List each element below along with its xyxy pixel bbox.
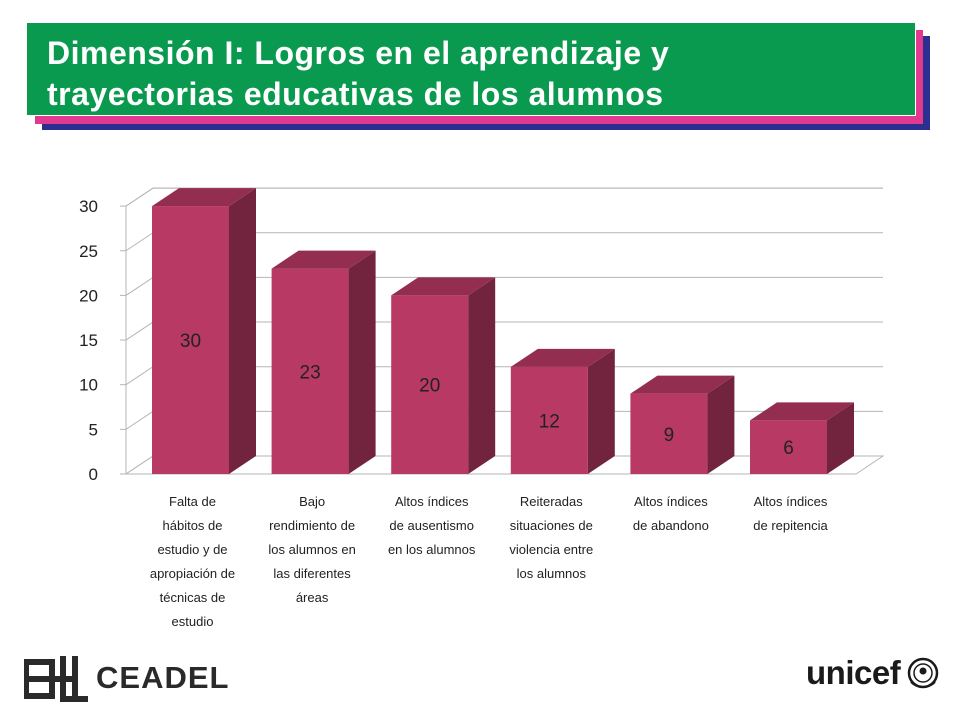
bar-top: [152, 188, 256, 207]
y-tick-label: 30: [79, 197, 98, 216]
bar-front: [152, 206, 229, 474]
x-category-label-line: las diferentes: [273, 566, 351, 581]
y-tick-label: 20: [79, 286, 98, 305]
bar-front: [510, 366, 588, 474]
x-category-label-line: de ausentismo: [389, 518, 474, 533]
bar-front: [630, 393, 708, 474]
x-category-label: Reiteradas situaciones de violencia entre l…: [491, 490, 611, 586]
gridline-depth: [125, 321, 154, 341]
bar-data-label: 6: [783, 438, 794, 459]
bar-top: [750, 402, 854, 421]
bar-top: [391, 277, 496, 296]
x-category-label-line: violencia entre: [509, 542, 594, 557]
bar-top: [510, 348, 615, 367]
ceadel-logo-text: CEADEL: [96, 660, 230, 695]
bar-data-label: 12: [539, 411, 560, 432]
gridline-depth: [125, 366, 154, 386]
gridline-depth: [125, 187, 154, 207]
page-title: Dimensión I: Logros en el aprendizaje y …: [47, 33, 907, 115]
gridline-depth: [125, 232, 154, 252]
y-tick-label: 10: [79, 376, 98, 395]
x-category-label-line: hábitos de: [162, 518, 223, 533]
x-category-label-line: de abandono: [632, 518, 709, 533]
x-category-label-line: rendimiento de: [269, 518, 356, 533]
x-category-label-line: Altos índices: [394, 494, 469, 509]
unicef-logo: unicef: [806, 652, 942, 702]
bar-data-label: 23: [300, 362, 321, 383]
title-line-2: trayectorias educativas de los alumnos: [47, 76, 664, 112]
x-category-label: Altos índices de repitencia: [731, 490, 851, 538]
bar-side: [468, 277, 496, 474]
bar-data-label: 9: [664, 425, 675, 446]
bar-side: [348, 250, 376, 474]
bar-chart: 0 5 10 15 20 25 30 30 23 20 12 9 6: [79, 187, 885, 484]
bar-front: [271, 268, 349, 474]
y-tick-label: 0: [89, 465, 98, 484]
x-category-label-line: los alumnos en: [268, 542, 356, 557]
x-category-label-line: los alumnos: [516, 566, 586, 581]
x-category-label-line: Altos índices: [634, 494, 708, 509]
x-category-label: Altos índices de ausentismo en los alumnos: [372, 490, 492, 562]
x-category-label-line: situaciones de: [509, 518, 593, 533]
y-tick-label: 25: [79, 242, 98, 261]
x-category-label: Bajo rendimiento de los alumnos en las dife…: [252, 490, 372, 610]
ceadel-logo: CEADEL: [24, 654, 228, 704]
x-category-label-line: áreas: [295, 590, 329, 605]
ceadel-icon: [24, 656, 88, 702]
y-tick-label: 5: [89, 420, 98, 439]
x-category-label-line: Bajo: [299, 494, 326, 509]
bar-top: [630, 375, 735, 394]
x-category-label-line: Altos índices: [753, 494, 828, 509]
gridline-depth: [125, 455, 154, 475]
x-category-label-line: en los alumnos: [387, 542, 476, 557]
x-category-label-line: Reiteradas: [519, 494, 583, 509]
x-category-label: Altos índices de abandono: [611, 490, 731, 538]
bar-side: [707, 375, 735, 474]
title-box: Dimensión I: Logros en el aprendizaje y …: [26, 22, 916, 116]
gridline-depth: [125, 410, 154, 430]
x-category-label-line: estudio: [171, 614, 214, 629]
bar-front: [391, 295, 469, 474]
x-category-label: Falta de hábitos de estudio y de apropiació…: [133, 490, 253, 634]
x-category-label-line: estudio y de: [157, 542, 228, 557]
x-category-label-line: Falta de: [169, 494, 216, 509]
bar-side: [587, 348, 615, 474]
title-line-1: Dimensión I: Logros en el aprendizaje y: [47, 35, 670, 71]
bar-side: [229, 188, 256, 474]
bar-front: [750, 420, 827, 474]
bar-data-label: 30: [180, 331, 201, 352]
unicef-logo-text: unicef: [806, 654, 901, 691]
title-banner: Dimensión I: Logros en el aprendizaje y …: [26, 22, 934, 132]
unicef-emblem-icon: [907, 657, 939, 689]
x-category-label-line: de repitencia: [753, 518, 828, 533]
bar-data-label: 20: [419, 376, 440, 397]
x-category-label-line: apropiación de: [149, 566, 236, 581]
gridline-depth: [125, 276, 154, 296]
y-tick-label: 15: [79, 331, 98, 350]
bar-top: [271, 250, 376, 269]
x-category-label-line: técnicas de: [159, 590, 226, 605]
bar-side: [827, 402, 854, 474]
